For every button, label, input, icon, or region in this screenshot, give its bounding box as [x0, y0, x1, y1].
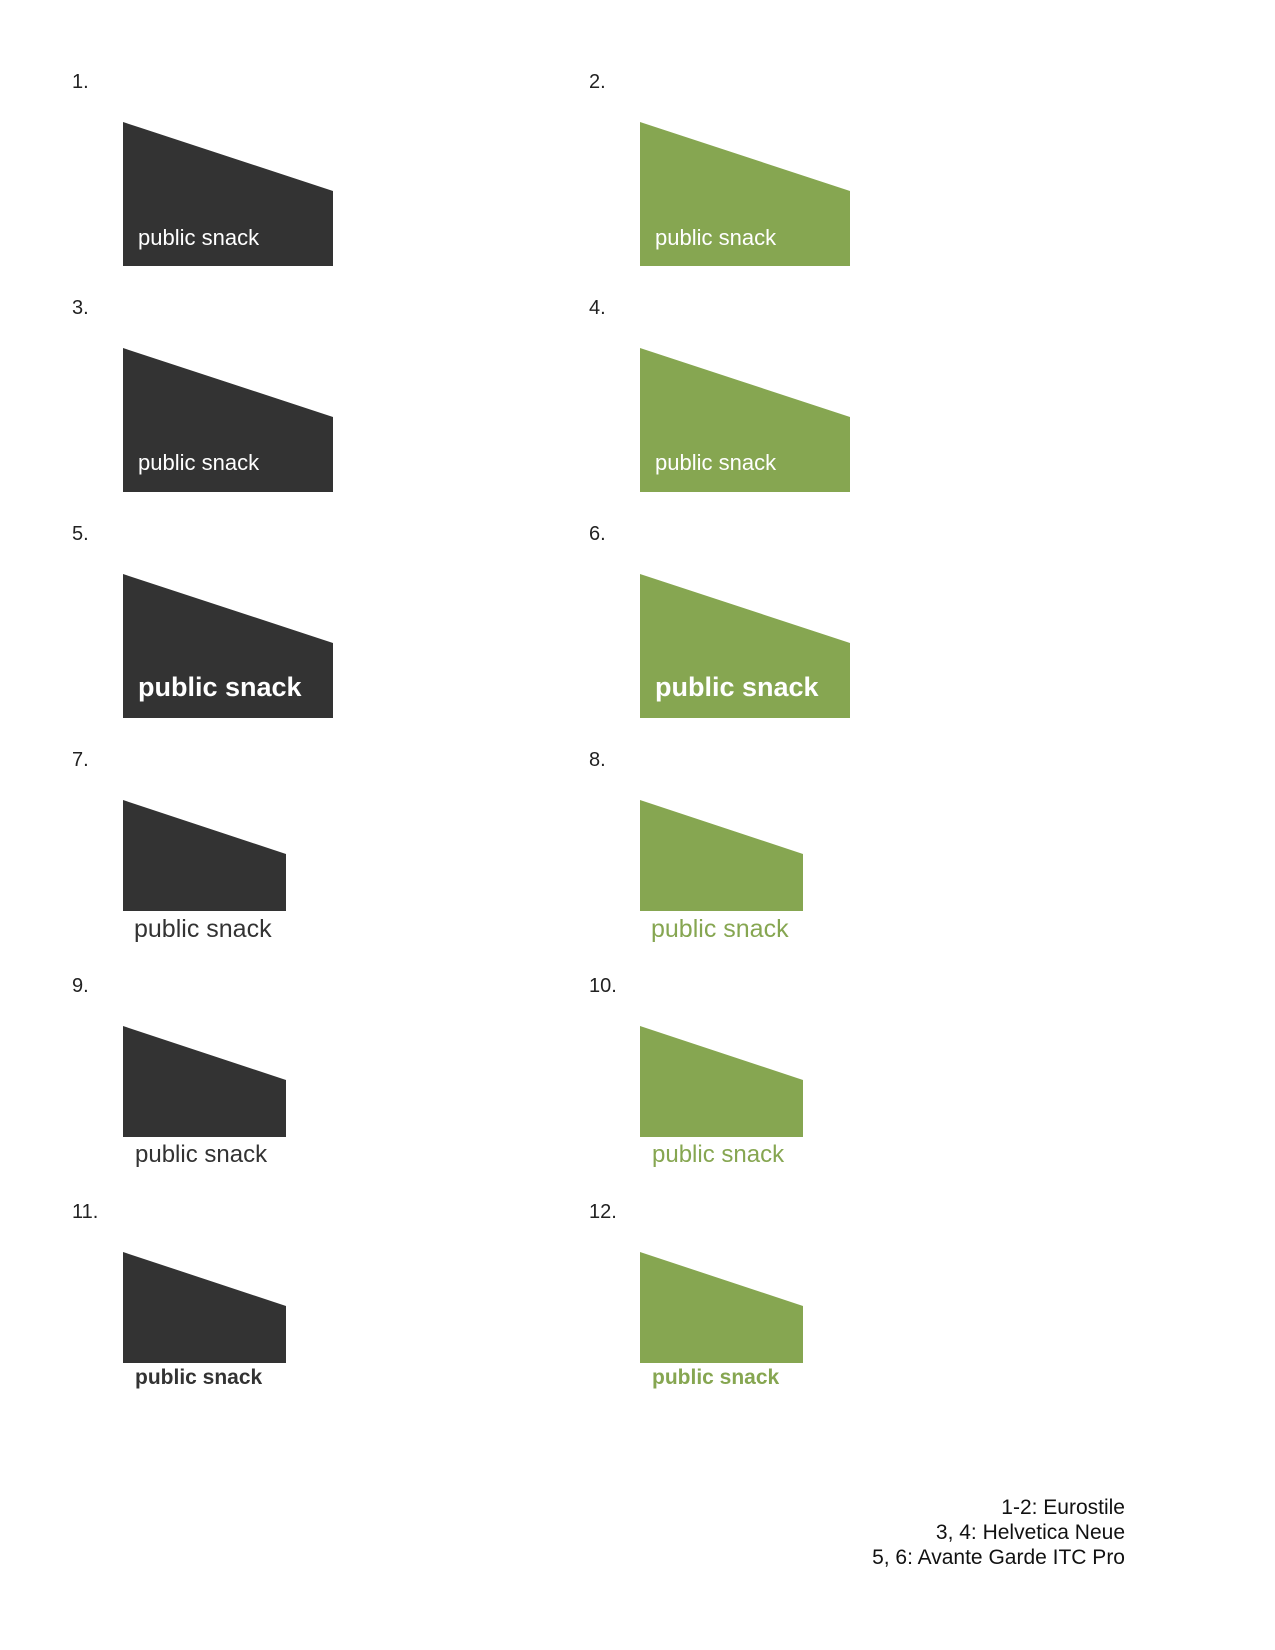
- logo-label: public snack: [138, 450, 260, 475]
- logo-trapezoid: [640, 800, 803, 911]
- logo-variant-12: 12. public snack: [589, 1202, 1069, 1432]
- logo-trapezoid: [640, 1026, 803, 1137]
- logo-variant-6: 6. public snack: [589, 524, 1069, 754]
- logo-variant-11: 11. public snack: [72, 1202, 552, 1432]
- logo-shape: [123, 800, 286, 911]
- variant-number: 1.: [72, 71, 89, 93]
- logo-trapezoid: [123, 574, 333, 718]
- logo-trapezoid: [123, 1026, 286, 1137]
- logo-variant-8: 8. public snack: [589, 750, 1069, 980]
- logo-label: public snack: [655, 225, 777, 250]
- logo-shape: [123, 122, 333, 266]
- legend-line-helvetica: 3, 4: Helvetica Neue: [935, 1521, 1125, 1544]
- logo-shape: [123, 348, 333, 492]
- logo-trapezoid: [123, 122, 333, 266]
- logo-label: public snack: [134, 915, 272, 943]
- logo-trapezoid: [123, 800, 286, 911]
- legend-line-eurostile: 1-2: Eurostile: [1001, 1496, 1125, 1519]
- logo-shape: [123, 574, 333, 718]
- variant-number: 7.: [72, 749, 89, 771]
- variant-number: 8.: [589, 749, 606, 771]
- logo-trapezoid: [123, 1252, 286, 1363]
- logo-variant-1: 1. public snack: [72, 72, 552, 302]
- logo-variant-9: 9. public snack: [72, 976, 552, 1206]
- logo-shape: [640, 1252, 803, 1363]
- logo-shape: [640, 348, 850, 492]
- logo-shape: [640, 800, 803, 911]
- logo-trapezoid: [640, 574, 850, 718]
- logo-trapezoid: [640, 1252, 803, 1363]
- variant-number: 2.: [589, 71, 606, 93]
- logo-variant-4: 4. public snack: [589, 298, 1069, 528]
- font-legend: 1-2: Eurostile 3, 4: Helvetica Neue 5, 6…: [872, 1495, 1125, 1570]
- logo-trapezoid: [123, 348, 333, 492]
- logo-variant-10: 10. public snack: [589, 976, 1069, 1206]
- logo-variant-5: 5. public snack: [72, 524, 552, 754]
- logo-label: public snack: [651, 915, 789, 943]
- variant-number: 11.: [72, 1201, 99, 1223]
- logo-label: public snack: [652, 1141, 785, 1168]
- logo-shape: [640, 122, 850, 266]
- logo-variant-2: 2. public snack: [589, 72, 1069, 302]
- logo-label: public snack: [655, 672, 819, 702]
- variant-number: 12.: [589, 1201, 617, 1223]
- logo-label: public snack: [138, 672, 302, 702]
- variant-number: 10.: [589, 975, 617, 997]
- logo-label: public snack: [135, 1141, 268, 1168]
- logo-shape: [640, 574, 850, 718]
- variant-number: 3.: [72, 297, 89, 319]
- logo-variant-3: 3. public snack: [72, 298, 552, 528]
- logo-shape: [123, 1026, 286, 1137]
- variant-number: 5.: [72, 523, 89, 545]
- variant-number: 4.: [589, 297, 606, 319]
- variant-number: 6.: [589, 523, 606, 545]
- logo-label: public snack: [135, 1366, 263, 1389]
- logo-shape: [123, 1252, 286, 1363]
- logo-trapezoid: [640, 348, 850, 492]
- logo-shape: [640, 1026, 803, 1137]
- legend-line-avante-garde: 5, 6: Avante Garde ITC Pro: [872, 1546, 1125, 1569]
- logo-variant-7: 7. public snack: [72, 750, 552, 980]
- logo-label: public snack: [138, 225, 260, 250]
- logo-label: public snack: [652, 1366, 780, 1389]
- variant-number: 9.: [72, 975, 89, 997]
- logo-trapezoid: [640, 122, 850, 266]
- logo-label: public snack: [655, 450, 777, 475]
